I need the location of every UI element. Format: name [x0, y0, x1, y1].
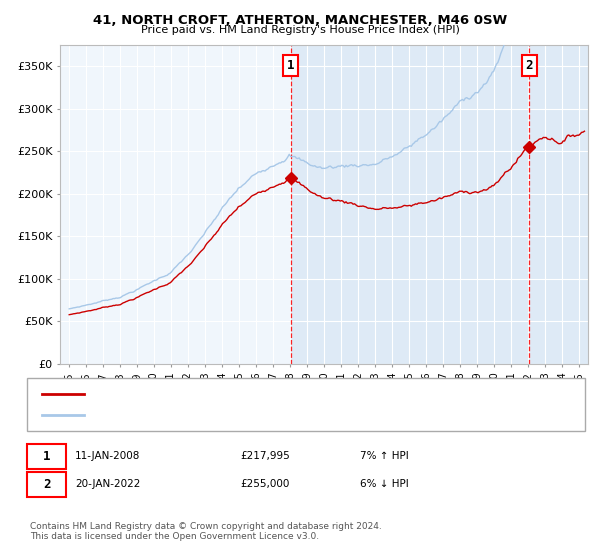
- Text: 7% ↑ HPI: 7% ↑ HPI: [360, 451, 409, 461]
- Text: 1: 1: [287, 59, 295, 72]
- Text: HPI: Average price, detached house, Wigan: HPI: Average price, detached house, Wiga…: [93, 410, 304, 420]
- Text: £255,000: £255,000: [240, 479, 289, 489]
- Text: 11-JAN-2008: 11-JAN-2008: [75, 451, 140, 461]
- Text: 20-JAN-2022: 20-JAN-2022: [75, 479, 140, 489]
- Text: Contains HM Land Registry data © Crown copyright and database right 2024.
This d: Contains HM Land Registry data © Crown c…: [30, 522, 382, 542]
- Text: 1: 1: [43, 450, 50, 463]
- Bar: [290, 45, 588, 364]
- Text: 2: 2: [43, 478, 50, 491]
- Text: Price paid vs. HM Land Registry's House Price Index (HPI): Price paid vs. HM Land Registry's House …: [140, 25, 460, 35]
- Text: 6% ↓ HPI: 6% ↓ HPI: [360, 479, 409, 489]
- Text: 2: 2: [526, 59, 533, 72]
- Text: 41, NORTH CROFT, ATHERTON, MANCHESTER, M46 0SW: 41, NORTH CROFT, ATHERTON, MANCHESTER, M…: [93, 14, 507, 27]
- Text: 41, NORTH CROFT, ATHERTON, MANCHESTER, M46 0SW (detached house): 41, NORTH CROFT, ATHERTON, MANCHESTER, M…: [93, 389, 455, 399]
- Text: £217,995: £217,995: [240, 451, 290, 461]
